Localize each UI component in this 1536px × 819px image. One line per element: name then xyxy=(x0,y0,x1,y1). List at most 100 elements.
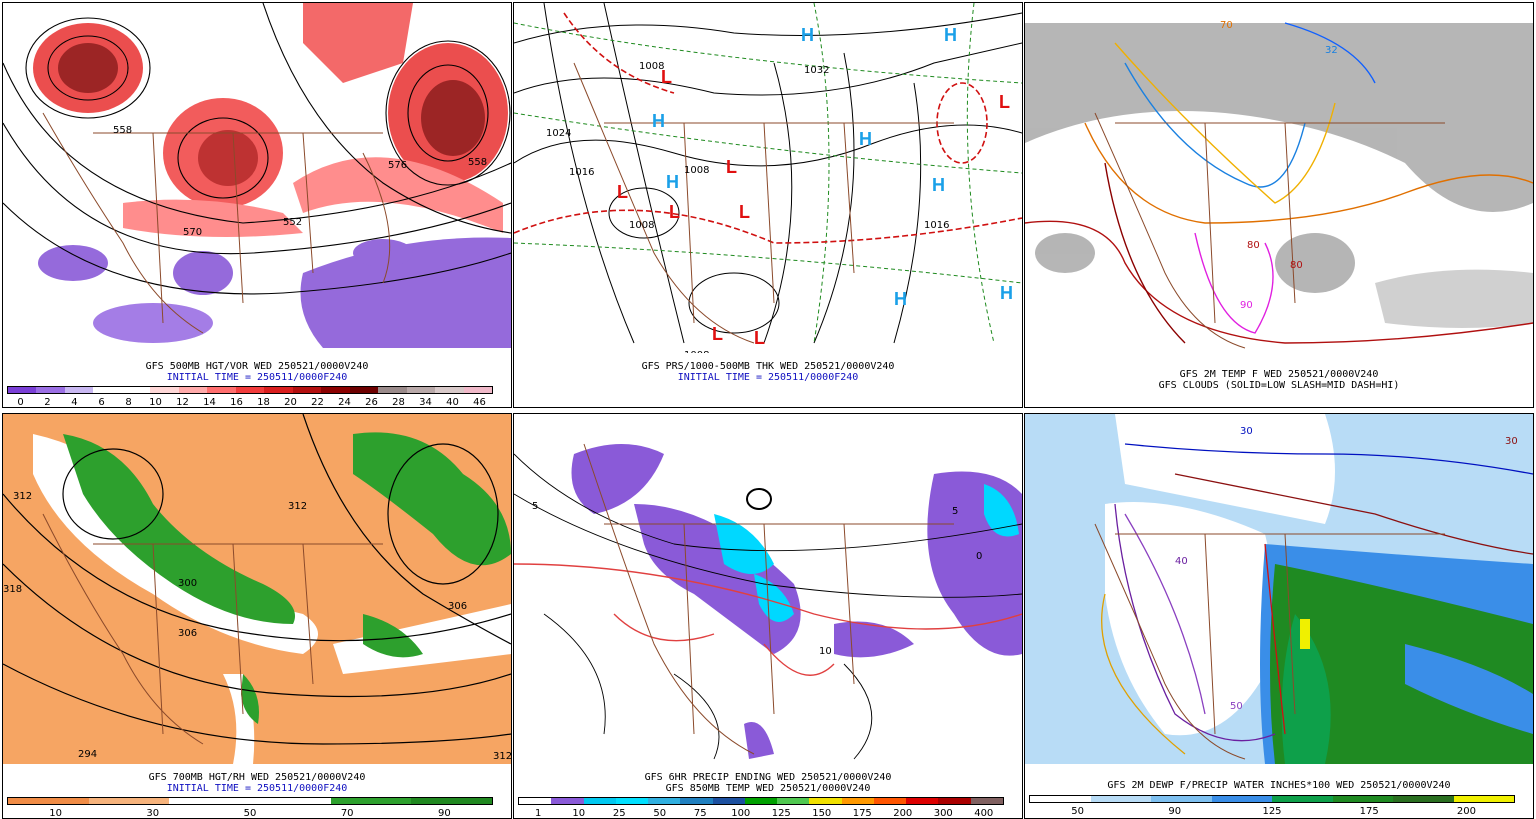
contour-label: 80 xyxy=(1290,260,1303,271)
contour-label: 50 xyxy=(1230,701,1243,712)
legend-swatch xyxy=(411,798,493,804)
state-borders xyxy=(1094,523,1445,760)
contour-label: 90 xyxy=(1240,300,1253,311)
legend-tick-label: 12 xyxy=(176,397,189,408)
panel-init-time: INITIAL TIME = 250511/0000F240 xyxy=(166,372,348,383)
isobars xyxy=(514,3,1022,344)
map-dewpoint-precip-water: 30 30 40 50 xyxy=(1025,414,1533,764)
state-borders xyxy=(573,62,954,344)
legend-tick-label: 2 xyxy=(44,397,51,408)
contour-label: 1008 xyxy=(639,61,664,72)
legend-swatch xyxy=(744,798,778,804)
panel-init-time: INITIAL TIME = 250511/0000F240 xyxy=(166,783,348,794)
legend-swatch xyxy=(551,798,584,804)
panel-subtitle: GFS CLOUDS (SOLID=LOW SLASH=MID DASH=HI) xyxy=(1158,380,1400,391)
legend-swatch xyxy=(349,387,379,393)
low-pressure-markers: L L L L L L L L xyxy=(617,67,1010,348)
legend-swatch xyxy=(178,387,208,393)
legend-swatch xyxy=(1453,796,1514,802)
contour-label: 1024 xyxy=(546,128,571,139)
legend-swatch xyxy=(648,798,681,804)
temperature-contours xyxy=(1025,22,1533,344)
map-panel-dewpoint-precip-water: 30 30 40 50 GFS 2M DEWP F/PRECIP WATER I… xyxy=(1024,413,1534,819)
legend-tick-label: 90 xyxy=(438,808,451,819)
legend-tick-label: 16 xyxy=(230,397,243,408)
legend-swatch xyxy=(235,387,265,393)
map-precipitation-850mb: 5 0 5 10 xyxy=(514,414,1022,764)
freezing-line xyxy=(514,563,1022,676)
moist-area-fill xyxy=(63,432,511,724)
low-pressure-marker: L xyxy=(669,202,680,222)
legend-swatch xyxy=(8,798,89,804)
legend-swatch xyxy=(841,798,874,804)
precipitation-fill xyxy=(571,444,1022,759)
map-panel-2m-temperature: 32 70 80 90 80 GFS 2M TEMP F WED 250521/… xyxy=(1024,2,1534,408)
contour-label: 40 xyxy=(1175,556,1188,567)
contour-label: 312 xyxy=(493,751,511,762)
negative-vorticity-fill xyxy=(38,237,511,348)
legend-swatch xyxy=(1211,796,1272,802)
thickness-contours xyxy=(514,3,1022,344)
contour-label: 32 xyxy=(1325,45,1338,56)
high-pressure-marker: H xyxy=(932,175,945,195)
legend-tick-label: 10 xyxy=(149,397,162,408)
legend-swatch xyxy=(121,387,151,393)
contour-label: 576 xyxy=(388,160,407,171)
panel-title: GFS 2M TEMP F WED 250521/0000V240 xyxy=(1179,369,1379,380)
map-panel-500mb-vorticity: 558 570 576 552 558 GFS 500MB HGT/VOR WE… xyxy=(2,2,512,408)
legend-swatch xyxy=(169,798,251,804)
legend-tick-label: 300 xyxy=(933,808,953,819)
contour-label: 312 xyxy=(13,491,32,502)
legend-swatch xyxy=(321,387,350,393)
high-pressure-marker: H xyxy=(801,25,814,45)
high-pressure-marker: H xyxy=(859,129,872,149)
contour-label: 5 xyxy=(952,506,958,517)
legend-swatch xyxy=(1272,796,1333,802)
legend-swatch xyxy=(330,798,412,804)
legend-tick-label: 22 xyxy=(311,397,324,408)
legend-tick-label: 4 xyxy=(71,397,78,408)
legend-tick-label: 28 xyxy=(392,397,405,408)
map-500mb-vorticity: 558 570 576 552 558 xyxy=(3,3,511,353)
precip-water-fill xyxy=(1105,414,1533,764)
panel-init-time: INITIAL TIME = 250511/0000F240 xyxy=(677,372,859,383)
low-pressure-marker: L xyxy=(726,157,737,177)
state-borders xyxy=(583,443,954,755)
height-contours xyxy=(3,414,511,745)
legend-swatch xyxy=(712,798,745,804)
legend-tick-label: 10 xyxy=(49,808,62,819)
map-2m-temperature: 32 70 80 90 80 xyxy=(1025,3,1533,353)
legend-swatch xyxy=(970,798,1003,804)
legend-swatch xyxy=(378,387,407,393)
contour-label: 10 xyxy=(819,646,832,657)
panel-subtitle: GFS 850MB TEMP WED 250521/0000V240 xyxy=(665,783,871,794)
contour-label: 1032 xyxy=(804,65,829,76)
contour-label: 1016 xyxy=(924,220,949,231)
legend-tick-label: 6 xyxy=(98,397,105,408)
low-pressure-marker: L xyxy=(754,328,765,348)
legend-swatch xyxy=(1030,796,1091,802)
map-panel-precipitation-850mb: 5 0 5 10 GFS 6HR PRECIP ENDING WED 25052… xyxy=(513,413,1023,819)
panel-title: GFS PRS/1000-500MB THK WED 250521/0000V2… xyxy=(641,361,895,372)
legend-swatch xyxy=(873,798,907,804)
contour-label: 1008 xyxy=(684,165,709,176)
color-legend-precipitation xyxy=(518,797,1004,805)
legend-swatch xyxy=(93,387,122,393)
high-pressure-marker: H xyxy=(666,172,679,192)
contour-label: 312 xyxy=(288,501,307,512)
legend-swatch xyxy=(264,387,293,393)
state-borders xyxy=(1094,112,1445,349)
low-pressure-marker: L xyxy=(617,182,628,202)
panel-title: GFS 500MB HGT/VOR WED 250521/0000V240 xyxy=(145,361,369,372)
contour-label: 558 xyxy=(113,125,132,136)
high-pressure-marker: H xyxy=(652,111,665,131)
legend-tick-label: 200 xyxy=(1456,806,1476,817)
legend-tick-label: 8 xyxy=(125,397,132,408)
legend-swatch xyxy=(292,387,322,393)
low-pressure-marker: L xyxy=(661,67,672,87)
legend-swatch xyxy=(463,387,492,393)
legend-tick-label: 75 xyxy=(693,808,707,819)
legend-swatch xyxy=(583,798,616,804)
panel-title: GFS 2M DEWP F/PRECIP WATER INCHES*100 WE… xyxy=(1107,780,1451,791)
legend-tick-label: 50 xyxy=(653,808,667,819)
